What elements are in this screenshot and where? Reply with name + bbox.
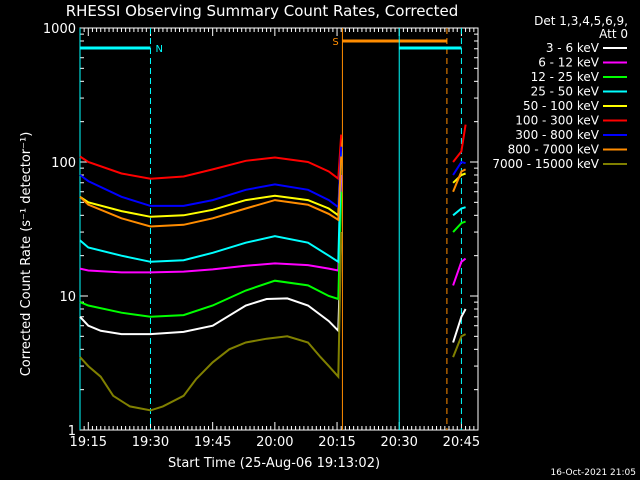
series-line (79, 146, 343, 210)
legend-label: 7000 - 15000 keV (492, 157, 599, 171)
x-axis-label: Start Time (25-Aug-06 19:13:02) (168, 456, 380, 471)
series-line (452, 308, 467, 343)
marker-label: N (155, 44, 162, 55)
y-tick-label: 1000 (43, 22, 76, 37)
legend-title: Att 0 (599, 27, 628, 41)
legend-label: 50 - 100 keV (523, 99, 600, 113)
series-line (79, 191, 343, 318)
series-line (452, 160, 466, 176)
legend-label: 800 - 7000 keV (508, 143, 600, 157)
legend-label: 3 - 6 keV (546, 41, 600, 55)
x-tick-label: 20:30 (380, 435, 417, 450)
y-tick-label: 100 (51, 156, 76, 171)
y-axis-label: Corrected Count Rate (s⁻¹ detector⁻¹) (19, 132, 34, 377)
series-line (79, 156, 343, 228)
legend-label: 300 - 800 keV (515, 128, 599, 142)
x-tick-label: 19:30 (132, 435, 169, 450)
series-line (452, 333, 467, 358)
x-tick-label: 19:45 (194, 435, 231, 450)
series-line (79, 232, 343, 336)
series-line (79, 138, 343, 218)
y-tick-label: 10 (59, 290, 76, 305)
legend-title: Det 1,3,4,5,6,9, (534, 14, 628, 28)
series-line (452, 168, 467, 193)
y-tick-label: 1 (68, 424, 76, 439)
legend-label: 25 - 50 keV (531, 85, 600, 99)
series-line (79, 134, 343, 181)
footer-timestamp: 16-Oct-2021 21:05 (551, 468, 636, 478)
legend-label: 12 - 25 keV (531, 70, 600, 84)
series-line (79, 151, 343, 264)
plot-area: 1 10 100 1000 19:15 19:30 19:45 20:00 20:15 20:30… (43, 22, 480, 450)
x-tick-label: 20:45 (443, 435, 480, 450)
marker-label: S (332, 37, 338, 48)
chart-title: RHESSI Observing Summary Count Rates, Co… (66, 2, 459, 20)
series-line (452, 124, 467, 163)
legend-label: 100 - 300 keV (515, 114, 599, 128)
series-line (452, 257, 467, 286)
series-line (452, 220, 466, 233)
x-tick-label: 20:15 (318, 435, 355, 450)
x-tick-label: 19:15 (70, 435, 107, 450)
legend-label: 6 - 12 keV (538, 56, 600, 70)
plot-frame (79, 27, 479, 431)
series-line (79, 232, 343, 412)
series-line (452, 206, 466, 217)
series-line (79, 174, 343, 274)
series-line (452, 172, 466, 184)
x-tick-label: 20:00 (256, 435, 293, 450)
